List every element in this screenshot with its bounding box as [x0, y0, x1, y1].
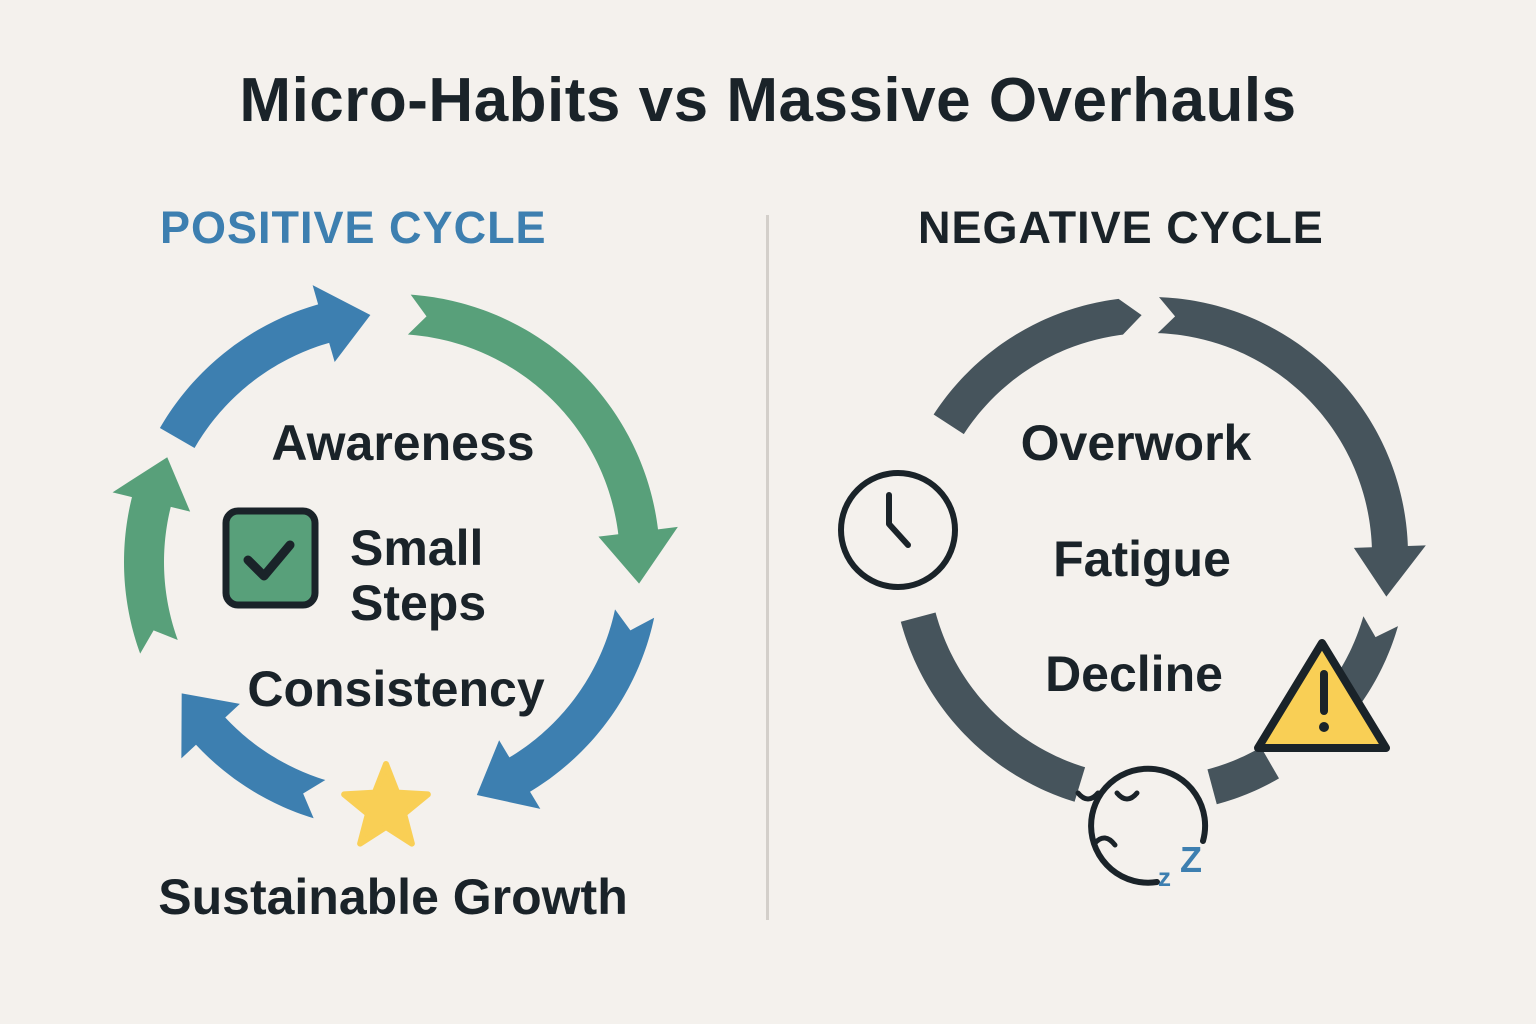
sleepy-face-icon: z Z: [1075, 765, 1209, 892]
arrow-blue-top: [159, 285, 371, 448]
label-decline: Decline: [1045, 646, 1223, 702]
divider: [766, 215, 769, 920]
positive-cycle-heading: POSITIVE CYCLE: [160, 202, 547, 253]
label-fatigue: Fatigue: [1053, 531, 1231, 587]
arrow-dark-top-left: [933, 298, 1142, 435]
clock-icon: [838, 470, 958, 590]
page-title: Micro-Habits vs Massive Overhauls: [239, 66, 1297, 135]
arrow-blue-lower-right: [476, 609, 655, 809]
arrow-blue-lower-left: [181, 693, 326, 819]
label-small: Small: [350, 520, 484, 576]
label-consistency: Consistency: [247, 661, 545, 717]
checkbox-icon: [222, 507, 319, 609]
label-overwork: Overwork: [1020, 415, 1252, 471]
label-sustainable-growth: Sustainable Growth: [158, 869, 628, 925]
svg-text:Z: Z: [1180, 839, 1202, 880]
arrow-green-right: [407, 294, 678, 584]
arrow-dark-bottom-right: [1207, 747, 1279, 805]
arrow-dark-bottom-left: [900, 612, 1086, 802]
star-icon: [341, 761, 431, 847]
warning-icon: [1254, 639, 1390, 752]
arrow-green-left: [112, 457, 191, 654]
label-awareness: Awareness: [271, 415, 535, 471]
negative-cycle-heading: NEGATIVE CYCLE: [918, 202, 1324, 253]
arrow-dark-top-right: [1157, 297, 1426, 597]
svg-text:z: z: [1158, 862, 1171, 892]
label-steps: Steps: [350, 575, 487, 631]
